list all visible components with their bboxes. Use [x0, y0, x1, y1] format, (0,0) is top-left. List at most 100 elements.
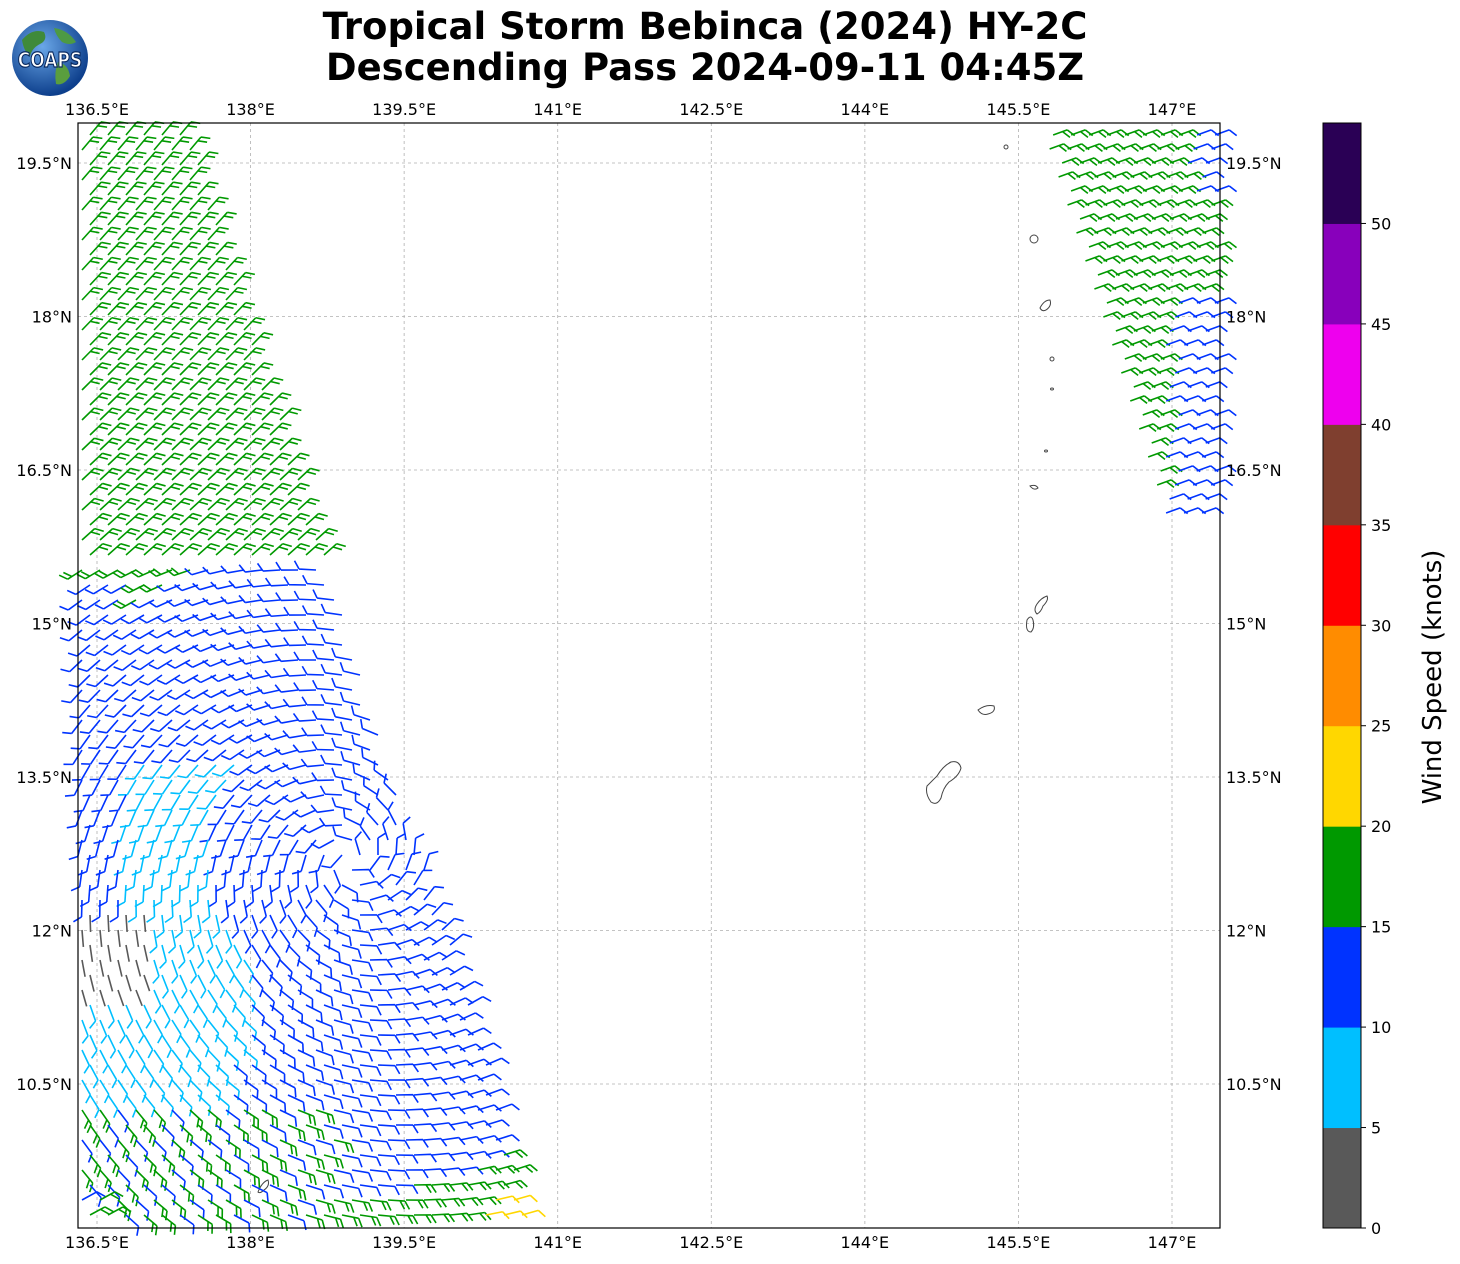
wind-barb: [91, 899, 101, 923]
wind-barb: [251, 914, 259, 939]
wind-barb: [431, 1213, 456, 1223]
wind-barb: [78, 689, 101, 703]
wind-barb: [164, 899, 174, 924]
wind-barb: [261, 1109, 279, 1128]
wind-barb: [197, 1124, 212, 1146]
wind-barb: [341, 1124, 363, 1138]
wind-barb: [81, 1049, 90, 1074]
wind-barb: [207, 347, 230, 361]
wind-barb: [333, 899, 350, 919]
wind-barb: [1205, 213, 1229, 223]
wind-barb: [171, 226, 193, 241]
wind-barb: [107, 542, 130, 556]
wind-barb: [405, 1138, 429, 1148]
wind-barb: [395, 1032, 420, 1042]
lat-label-left: 13.5°N: [16, 768, 72, 787]
wind-barb: [413, 1153, 437, 1163]
wind-barb: [197, 482, 220, 496]
wind-barb: [467, 1058, 492, 1066]
wind-barb: [225, 1139, 241, 1159]
wind-barb: [161, 452, 184, 466]
wind-barb: [233, 1154, 250, 1174]
wind-barb: [135, 467, 158, 481]
wind-barb: [228, 734, 253, 744]
wind-barb: [225, 316, 248, 331]
wind-barb: [287, 1064, 305, 1083]
wind-barb: [107, 1034, 117, 1059]
wind-barb: [197, 452, 220, 466]
lat-label-right: 10.5°N: [1226, 1075, 1282, 1094]
wind-barb: [125, 1094, 137, 1118]
wind-barb: [351, 1109, 374, 1122]
wind-barb: [89, 1094, 100, 1119]
wind-barb: [202, 689, 227, 699]
island-coastline: [257, 1179, 269, 1194]
wind-barb: [1205, 325, 1228, 333]
wind-barb: [369, 989, 393, 999]
wind-barb: [279, 989, 295, 1011]
wind-barb: [297, 1049, 316, 1067]
wind-barb: [124, 764, 145, 780]
wind-barb: [151, 749, 173, 764]
wind-barb: [143, 869, 155, 892]
wind-barb: [339, 721, 361, 736]
wind-barb: [179, 512, 202, 526]
wind-barb: [135, 989, 143, 1007]
wind-barb: [279, 497, 302, 511]
wind-barb: [233, 301, 256, 316]
wind-barb: [233, 392, 256, 406]
wind-barb: [323, 1004, 343, 1021]
wind-barb: [131, 659, 155, 671]
wind-barb: [305, 914, 318, 938]
wind-barb: [161, 422, 184, 436]
wind-barb: [87, 704, 109, 719]
wind-barb: [377, 832, 387, 856]
wind-barb: [179, 271, 202, 286]
wind-barb: [149, 929, 158, 954]
wind-barb: [315, 989, 334, 1007]
wind-barb: [135, 196, 157, 211]
wind-barb: [340, 780, 361, 796]
wind-barb: [215, 241, 237, 256]
wind-barb: [184, 689, 209, 700]
wind-barb: [369, 1049, 393, 1060]
wind-barb: [99, 407, 122, 421]
wind-barb: [243, 437, 266, 451]
wind-barb: [193, 734, 217, 746]
wind-barb: [89, 764, 109, 781]
wind-barb: [179, 392, 202, 406]
wind-barb: [251, 944, 262, 969]
wind-barb: [320, 754, 343, 766]
wind-barb: [377, 1064, 401, 1075]
wind-barb: [171, 1049, 183, 1073]
wind-barb: [315, 527, 338, 541]
wind-barb: [413, 903, 437, 916]
wind-barb: [423, 885, 445, 901]
wind-barb: [405, 1077, 430, 1087]
wind-barb: [261, 527, 284, 541]
wind-barb: [215, 301, 238, 316]
wind-barb: [359, 944, 383, 955]
wind-barb: [310, 839, 335, 849]
wind-barb: [1211, 367, 1234, 375]
wind-barb: [76, 599, 101, 611]
wind-barb: [239, 779, 263, 792]
wind-barb: [225, 1079, 240, 1101]
wind-barb: [107, 512, 130, 526]
wind-barb: [135, 347, 158, 361]
wind-barb: [441, 1167, 466, 1176]
wind-barb: [431, 1182, 456, 1193]
wind-barb: [233, 944, 243, 969]
wind-barb: [210, 734, 235, 745]
wind-barb: [477, 1042, 502, 1051]
wind-barb: [305, 1184, 326, 1200]
colorbar-segment: [1323, 524, 1361, 626]
wind-barb: [60, 659, 83, 673]
wind-barb: [81, 166, 103, 181]
wind-barb: [207, 809, 227, 826]
wind-barb: [212, 914, 221, 939]
wind-barb: [89, 271, 112, 286]
wind-barb: [215, 542, 238, 556]
wind-barb: [256, 779, 281, 790]
wind-barb: [340, 751, 361, 766]
